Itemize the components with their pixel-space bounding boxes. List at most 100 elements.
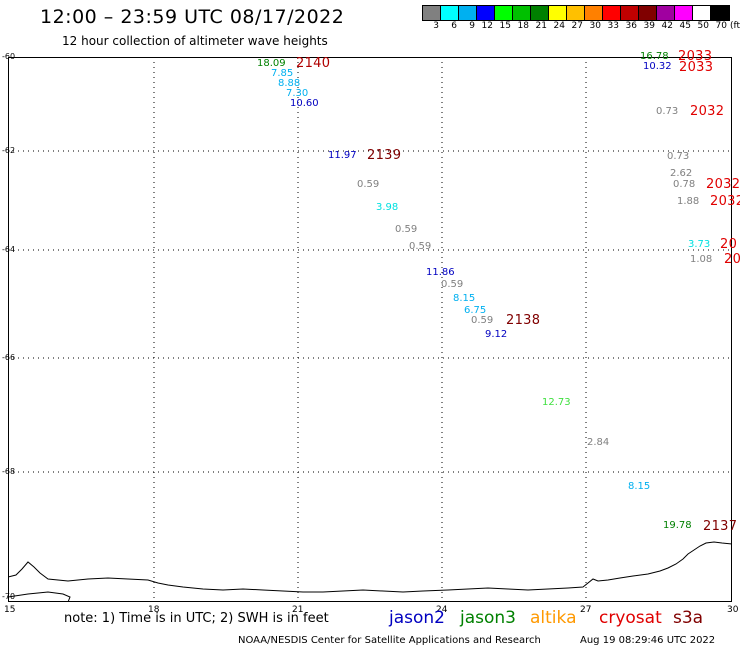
wave-height-reading: 0.59	[471, 315, 494, 326]
wave-height-reading: 0.59	[409, 241, 432, 252]
x-label-15: 15	[4, 605, 16, 615]
pass-number-label: 2033	[678, 49, 713, 64]
pass-number-label: 20	[724, 252, 740, 267]
wave-height-reading: 0.73	[656, 106, 679, 117]
map-plot-area	[8, 57, 732, 602]
wave-height-reading: 0.78	[673, 179, 696, 190]
wave-height-reading: 0.59	[441, 279, 464, 290]
colorbar-swatch	[423, 6, 441, 20]
map-subtitle: 12 hour collection of altimeter wave hei…	[62, 34, 328, 48]
antarctic-coastline	[8, 541, 732, 593]
wave-height-reading: 0.73	[667, 151, 690, 162]
x-label-30: 30	[727, 605, 739, 615]
colorbar-label: 33	[607, 21, 619, 31]
wave-height-reading: 10.60	[290, 98, 319, 109]
x-label-24: 24	[436, 605, 448, 615]
wave-height-reading: 19.78	[663, 520, 692, 531]
generated-timestamp: Aug 19 08:29:46 UTC 2022	[580, 635, 716, 646]
colorbar-label: 70	[715, 21, 727, 31]
pass-number-label: 2032	[706, 177, 740, 192]
colorbar-label: 12	[481, 21, 493, 31]
colorbar-label: 50	[697, 21, 709, 31]
colorbar-label: 45	[679, 21, 691, 31]
wave-height-colorbar	[422, 5, 730, 21]
colorbar-swatch	[657, 6, 675, 20]
colorbar-swatch	[621, 6, 639, 20]
colorbar-swatch	[441, 6, 459, 20]
gridlines	[8, 57, 732, 602]
colorbar-swatch	[567, 6, 585, 20]
x-label-21: 21	[292, 605, 304, 615]
wave-height-reading: 2.62	[670, 168, 693, 179]
wave-height-reading: 12.73	[542, 397, 571, 408]
y-label-66: -66	[2, 353, 16, 362]
colorbar-label: 39	[643, 21, 655, 31]
colorbar-label: 30	[589, 21, 601, 31]
map-title: 12:00 – 23:59 UTC 08/17/2022	[40, 6, 345, 28]
colorbar-label: 15	[499, 21, 511, 31]
colorbar-label: (ft)	[730, 21, 740, 31]
colorbar-swatch	[549, 6, 567, 20]
wave-height-reading: 3.73	[688, 239, 711, 250]
colorbar-label: 42	[661, 21, 673, 31]
wave-height-reading: 8.15	[453, 293, 476, 304]
pass-number-label: 20	[720, 237, 738, 252]
colorbar-swatch	[459, 6, 477, 20]
plot-frame	[8, 57, 732, 602]
wave-height-reading: 0.59	[357, 179, 380, 190]
wave-height-reading: 1.88	[677, 196, 700, 207]
pass-number-label: 2032	[710, 194, 740, 209]
wave-height-reading: 7.30	[286, 88, 309, 99]
wave-height-reading: 6.75	[464, 305, 487, 316]
colorbar-label: 18	[517, 21, 529, 31]
credit-text: NOAA/NESDIS Center for Satellite Applica…	[238, 635, 541, 646]
pass-number-label: 2139	[367, 148, 402, 163]
footer-note: note: 1) Time is in UTC; 2) SWH is in fe…	[64, 611, 329, 626]
wave-height-reading: 11.86	[426, 267, 455, 278]
colorbar-label: 9	[469, 21, 475, 31]
wave-height-reading: 7.85	[271, 68, 294, 79]
colorbar-label: 21	[535, 21, 547, 31]
colorbar-swatch	[711, 6, 729, 20]
wave-height-reading: 3.98	[376, 202, 399, 213]
wave-height-reading: 8.15	[628, 481, 651, 492]
wave-height-reading: 1.08	[690, 254, 713, 265]
coastline-bottom	[8, 591, 71, 602]
y-label-64: -64	[2, 245, 16, 254]
pass-number-label: 2032	[690, 104, 725, 119]
colorbar-swatch	[585, 6, 603, 20]
colorbar-swatch	[693, 6, 711, 20]
colorbar-swatch	[531, 6, 549, 20]
y-label-62: -62	[2, 146, 16, 155]
colorbar-swatch	[513, 6, 531, 20]
wave-height-reading: 16.78	[640, 51, 669, 62]
wave-height-reading: 8.88	[278, 78, 301, 89]
legend-jason3: jason3	[460, 608, 516, 628]
x-label-18: 18	[148, 605, 160, 615]
colorbar-label: 3	[433, 21, 439, 31]
pass-number-label: 2140	[296, 56, 331, 71]
colorbar-swatch	[675, 6, 693, 20]
wave-height-reading: 2.84	[587, 437, 610, 448]
pass-number-label: 2138	[506, 313, 541, 328]
colorbar-label: 27	[571, 21, 583, 31]
colorbar-swatch	[603, 6, 621, 20]
x-label-27: 27	[580, 605, 592, 615]
wave-height-reading: 11.97	[328, 150, 357, 161]
colorbar-label: 24	[553, 21, 565, 31]
wave-height-reading: 10.32	[643, 61, 672, 72]
colorbar-swatch	[477, 6, 495, 20]
y-label-70: -70	[2, 592, 16, 601]
wave-height-reading: 18.09	[257, 58, 286, 69]
colorbar-swatch	[639, 6, 657, 20]
legend-jason2: jason2	[389, 608, 445, 628]
legend-cryosat: cryosat	[599, 608, 662, 628]
pass-number-label: 2033	[679, 60, 714, 75]
wave-height-reading: 0.59	[395, 224, 418, 235]
y-label-68: -68	[2, 467, 16, 476]
legend-altika: altika	[530, 608, 577, 628]
colorbar-swatch	[495, 6, 513, 20]
colorbar-label: 36	[625, 21, 637, 31]
colorbar-label: 6	[451, 21, 457, 31]
